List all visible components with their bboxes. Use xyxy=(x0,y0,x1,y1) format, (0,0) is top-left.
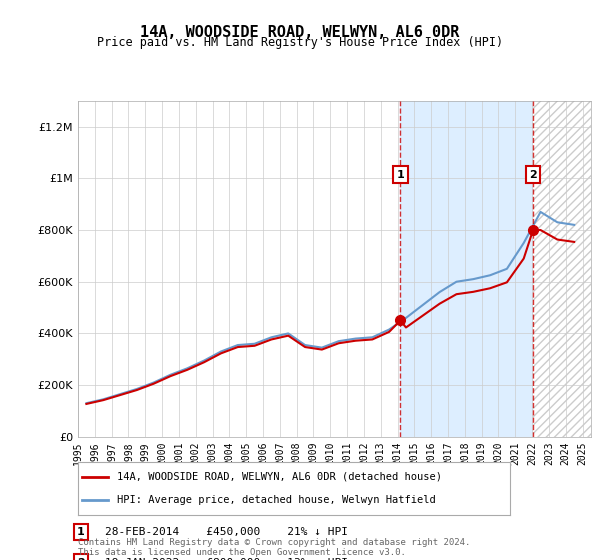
Text: 28-FEB-2014    £450,000    21% ↓ HPI: 28-FEB-2014 £450,000 21% ↓ HPI xyxy=(105,527,348,537)
Text: 19-JAN-2022    £800,000    13% ↓ HPI: 19-JAN-2022 £800,000 13% ↓ HPI xyxy=(105,558,348,560)
Bar xyxy=(533,101,591,437)
Text: 1: 1 xyxy=(77,527,85,537)
Text: 2: 2 xyxy=(529,170,537,180)
Text: 14A, WOODSIDE ROAD, WELWYN, AL6 0DR: 14A, WOODSIDE ROAD, WELWYN, AL6 0DR xyxy=(140,25,460,40)
Text: 14A, WOODSIDE ROAD, WELWYN, AL6 0DR (detached house): 14A, WOODSIDE ROAD, WELWYN, AL6 0DR (det… xyxy=(117,472,442,482)
Text: 1: 1 xyxy=(397,170,404,180)
Text: Price paid vs. HM Land Registry's House Price Index (HPI): Price paid vs. HM Land Registry's House … xyxy=(97,36,503,49)
Bar xyxy=(400,101,533,437)
Text: Contains HM Land Registry data © Crown copyright and database right 2024.
This d: Contains HM Land Registry data © Crown c… xyxy=(78,538,470,557)
Text: 2: 2 xyxy=(77,558,85,560)
Text: HPI: Average price, detached house, Welwyn Hatfield: HPI: Average price, detached house, Welw… xyxy=(117,495,436,505)
